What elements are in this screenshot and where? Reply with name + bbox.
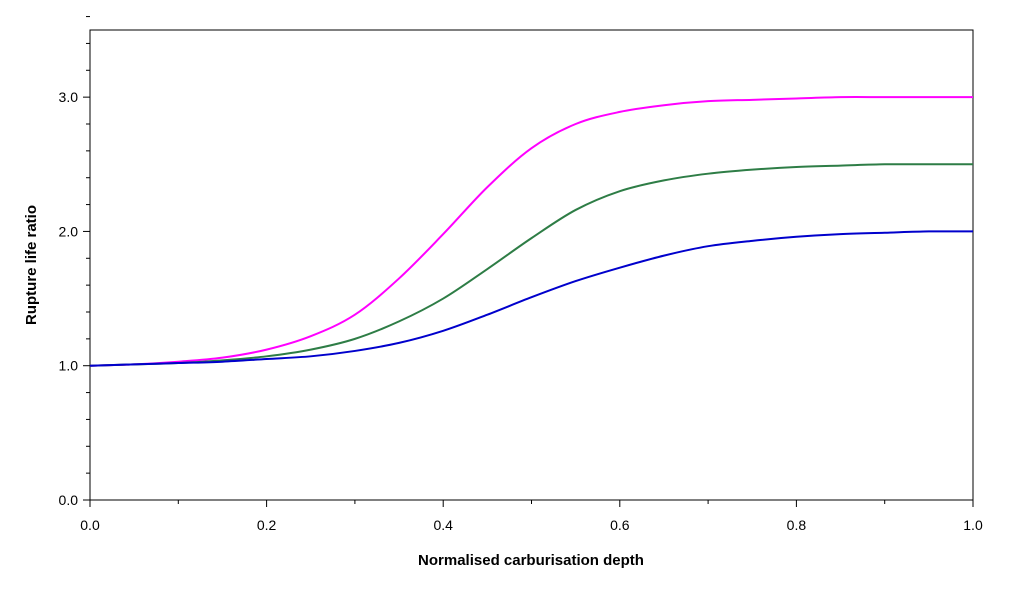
y-axis-label: Rupture life ratio: [23, 205, 40, 325]
plot-area: [89, 29, 974, 501]
x-tick-label: 0.2: [257, 517, 277, 533]
series-line-2: [89, 163, 973, 367]
series-lines: [89, 96, 974, 367]
x-tick-label: 0.4: [433, 517, 453, 533]
y-tick-label: 1.0: [59, 358, 79, 374]
series-line-3: [89, 230, 974, 367]
x-tick-label: 0.6: [610, 517, 630, 533]
x-tick-label: 0.8: [787, 517, 807, 533]
y-tick-label: 3.0: [59, 89, 79, 105]
x-tick-label: 1.0: [963, 517, 983, 533]
x-axis-ticks: 0.0 0.2 0.4 0.6 0.8 1.0: [80, 500, 983, 533]
x-axis-label: Normalised carburisation depth: [418, 552, 644, 569]
y-tick-label: 0.0: [59, 492, 79, 508]
series-line-1: [89, 96, 973, 367]
y-tick-label: 2.0: [59, 223, 79, 239]
x-tick-label: 0.0: [80, 517, 100, 533]
y-axis-ticks: 0.0 1.0 2.0 3.0: [59, 16, 90, 508]
